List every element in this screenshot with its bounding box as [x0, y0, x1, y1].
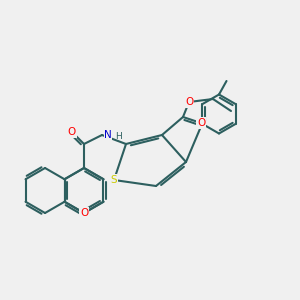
- Text: S: S: [111, 175, 117, 185]
- Text: O: O: [197, 118, 205, 128]
- Text: N: N: [104, 130, 112, 140]
- Text: O: O: [80, 208, 88, 218]
- Text: O: O: [185, 97, 193, 107]
- Text: O: O: [68, 127, 76, 137]
- Text: H: H: [115, 132, 122, 141]
